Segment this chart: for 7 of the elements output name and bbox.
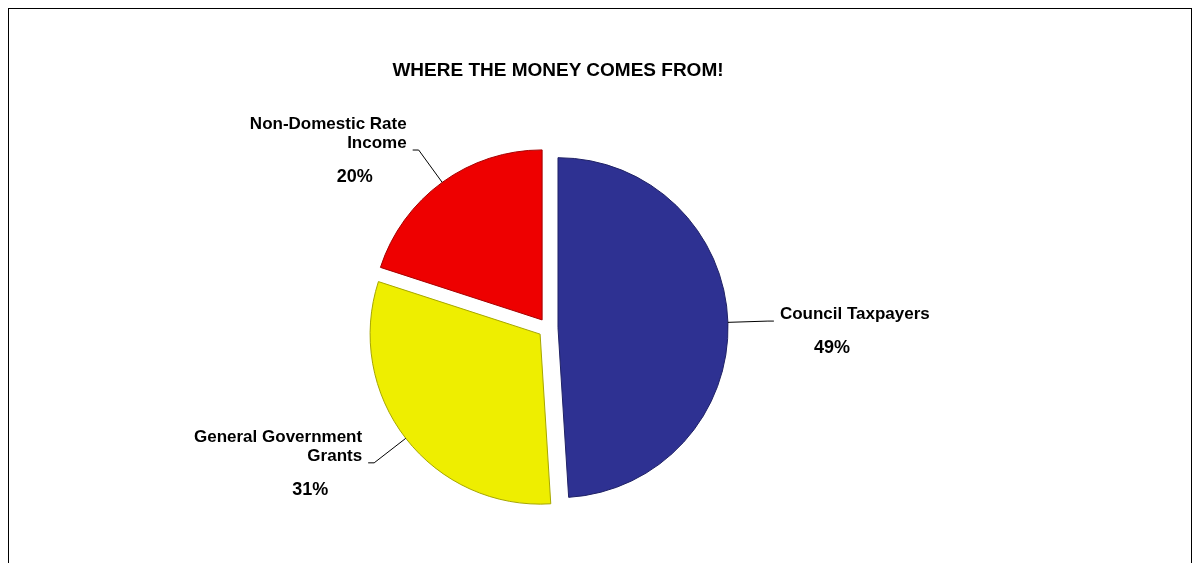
data-label: 20% [336,166,373,187]
data-label: 31% [292,478,329,499]
slice-label: Non-Domestic Rate Income [249,114,407,153]
slice-label: Council Taxpayers [779,304,930,324]
chart-title: WHERE THE MONEY COMES FROM! [392,59,724,80]
slice-label: General Government Grants [193,426,363,465]
data-label: 49% [813,337,850,358]
